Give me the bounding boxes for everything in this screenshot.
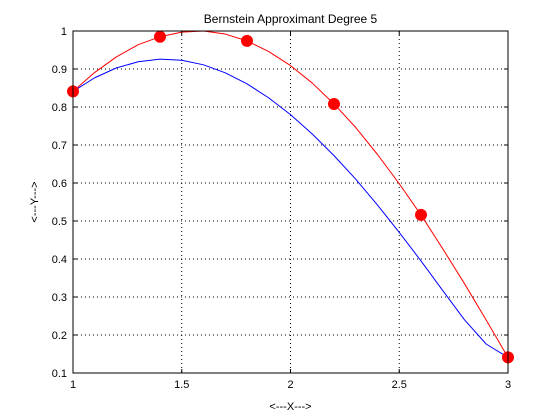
y-tick-label: 1 xyxy=(61,26,67,38)
y-axis-label: <---Y---> xyxy=(29,181,41,222)
y-tick-label: 0.8 xyxy=(52,102,67,114)
y-tick-label: 0.3 xyxy=(52,292,67,304)
y-tick-label: 0.6 xyxy=(52,178,67,190)
x-tick-label: 2.5 xyxy=(392,379,407,391)
series-line-1 xyxy=(72,58,509,358)
y-tick-label: 0.7 xyxy=(52,140,67,152)
ticks-layer: 1 1.5 2 2.5 3 0.1 0.2 0.3 0.4 0.5 0.6 0.7 0.8 0.9 1 xyxy=(52,26,511,391)
y-tick-label: 0.5 xyxy=(52,216,67,228)
x-tick-label: 2 xyxy=(287,379,293,391)
x-tick-label: 1 xyxy=(70,379,76,391)
data-point xyxy=(328,97,340,110)
x-tick-label: 1.5 xyxy=(174,379,189,391)
series-line-0 xyxy=(72,30,509,358)
y-tick-label: 0.9 xyxy=(52,64,67,76)
data-point xyxy=(415,208,427,221)
x-tick-label: 3 xyxy=(505,379,511,391)
y-tick-label: 0.1 xyxy=(52,368,67,380)
chart-title: Bernstein Approximant Degree 5 xyxy=(204,12,378,26)
y-tick-label: 0.4 xyxy=(52,254,67,266)
y-tick-label: 0.2 xyxy=(52,330,67,342)
data-point xyxy=(154,30,166,43)
data-point xyxy=(241,34,253,47)
x-axis-label: <---X---> xyxy=(269,401,311,413)
